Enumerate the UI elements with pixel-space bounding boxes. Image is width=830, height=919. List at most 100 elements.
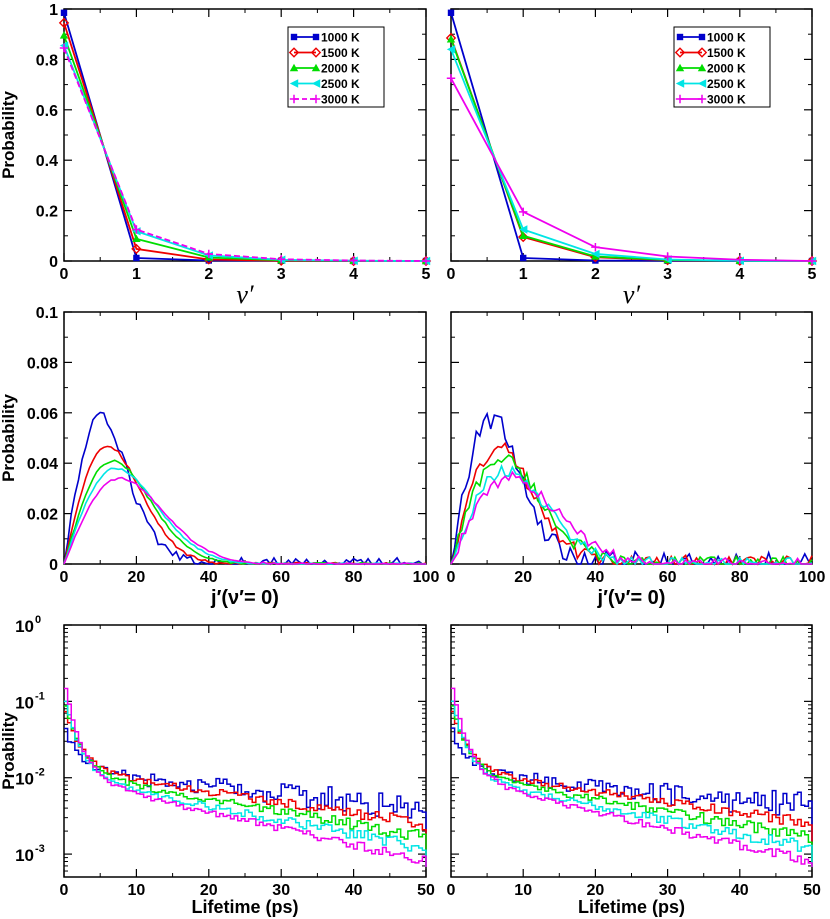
series-step-1000-K <box>64 727 427 867</box>
x-tick-label: 3 <box>277 266 286 283</box>
data-point <box>735 255 744 264</box>
plot-frame <box>63 311 427 565</box>
y-tick-label: 0 <box>49 254 58 271</box>
series-step-2500-K <box>451 700 813 867</box>
legend-label: 2000 K <box>707 62 746 76</box>
legend-marker <box>697 79 707 88</box>
legend-marker <box>675 79 685 88</box>
data-point <box>446 74 456 83</box>
data-point <box>59 31 69 39</box>
legend-box <box>287 26 385 108</box>
x-axis-label: Lifetime (ps) <box>578 897 685 917</box>
x-axis-label: ν′ <box>236 280 254 309</box>
data-point <box>591 242 600 252</box>
legend-label: 3000 K <box>321 93 360 107</box>
legend-marker <box>697 94 707 104</box>
legend-marker <box>675 94 685 104</box>
y-tick-label: 0.08 <box>27 355 58 372</box>
x-tick-label: 4 <box>735 266 744 283</box>
data-point <box>349 256 358 265</box>
x-axis-label: j′(ν′= 0) <box>597 587 666 609</box>
y-tick-label-base: 10 <box>15 770 34 789</box>
legend-marker <box>696 47 708 58</box>
legend-label: 1000 K <box>321 31 360 45</box>
series-line-2500-K <box>63 467 426 565</box>
data-point <box>60 9 68 16</box>
y-tick-label: 0.02 <box>27 507 58 524</box>
data-point <box>520 254 527 262</box>
data-point <box>132 234 141 243</box>
series-line-3000-K <box>63 476 426 565</box>
legend-marker <box>311 94 321 104</box>
series-step-3000-K <box>451 687 813 867</box>
data-point <box>277 255 286 264</box>
x-tick-label: 0 <box>60 882 69 899</box>
x-tick-label: 0 <box>447 569 456 586</box>
series-line-1500-K <box>450 441 813 566</box>
series-step-2000-K <box>64 705 427 867</box>
x-tick-label: 3 <box>663 266 672 283</box>
legend-label: 2500 K <box>321 77 360 91</box>
y-tick-label: 1 <box>49 2 58 19</box>
x-tick-label: 0 <box>60 266 69 283</box>
x-tick-label: 40 <box>345 882 363 899</box>
x-tick-label: 80 <box>345 569 363 586</box>
x-tick-label: 4 <box>349 266 358 283</box>
x-tick-label: 100 <box>413 569 440 586</box>
series-line <box>63 47 427 262</box>
x-axis-label: Lifetime (ps) <box>191 897 298 917</box>
y-tick-label-exponent: -2 <box>35 767 45 779</box>
legend-marker <box>289 94 299 104</box>
x-tick-label: 5 <box>422 266 431 283</box>
x-tick-label: 0 <box>447 266 456 283</box>
series-line-1000-K <box>63 411 426 566</box>
panel-rotational-right: 0 20 40 60 80 100 j′(ν′= 0) <box>447 311 825 609</box>
legend-label: 2500 K <box>707 77 746 91</box>
x-tick-label: 20 <box>514 569 532 586</box>
data-point <box>518 231 529 243</box>
y-tick-label: 0.2 <box>36 204 58 221</box>
y-tick-label: 0.4 <box>36 153 58 170</box>
x-tick-label: 40 <box>200 569 218 586</box>
x-tick-label: 50 <box>803 882 821 899</box>
x-tick-label: 50 <box>417 882 435 899</box>
legend-marker <box>698 33 706 41</box>
legend-marker <box>289 63 299 72</box>
data-point <box>591 249 600 259</box>
y-tick-label-exponent: 0 <box>35 614 41 626</box>
x-tick-label: 2 <box>204 266 213 283</box>
data-point <box>519 225 528 234</box>
legend-marker <box>311 63 321 72</box>
series-line <box>450 77 813 262</box>
series-line-2500-K <box>450 463 813 566</box>
legend-label: 1500 K <box>707 46 746 60</box>
y-axis-label: Probability <box>0 91 18 179</box>
legend-label: 2000 K <box>321 62 360 76</box>
x-axis-label: j′(ν′= 0) <box>210 587 279 609</box>
x-tick-label: 0 <box>60 569 69 586</box>
plot-frame <box>450 624 813 878</box>
x-tick-label: 10 <box>128 882 146 899</box>
y-tick-label-exponent: -1 <box>35 690 45 702</box>
data-point <box>446 35 456 43</box>
data-point <box>204 249 213 259</box>
x-tick-label: 80 <box>731 569 749 586</box>
data-point <box>663 252 672 261</box>
data-point <box>519 207 528 217</box>
legend-marker <box>675 63 685 72</box>
y-tick-label-base: 10 <box>15 846 34 865</box>
series-line-2000-K <box>63 459 427 565</box>
data-point <box>446 45 456 54</box>
y-tick-label: 0.6 <box>36 103 58 120</box>
data-point <box>132 225 141 234</box>
legend-marker <box>311 79 321 88</box>
legend-label: 1000 K <box>707 31 746 45</box>
x-tick-label: 40 <box>587 569 605 586</box>
panel-lifetime-right: 0 10 20 30 40 50 Lifetime (ps) <box>447 624 821 917</box>
data-point <box>519 231 528 239</box>
y-tick-label-exponent: -3 <box>35 843 45 855</box>
legend-marker <box>310 47 322 58</box>
x-tick-label: 20 <box>587 882 605 899</box>
